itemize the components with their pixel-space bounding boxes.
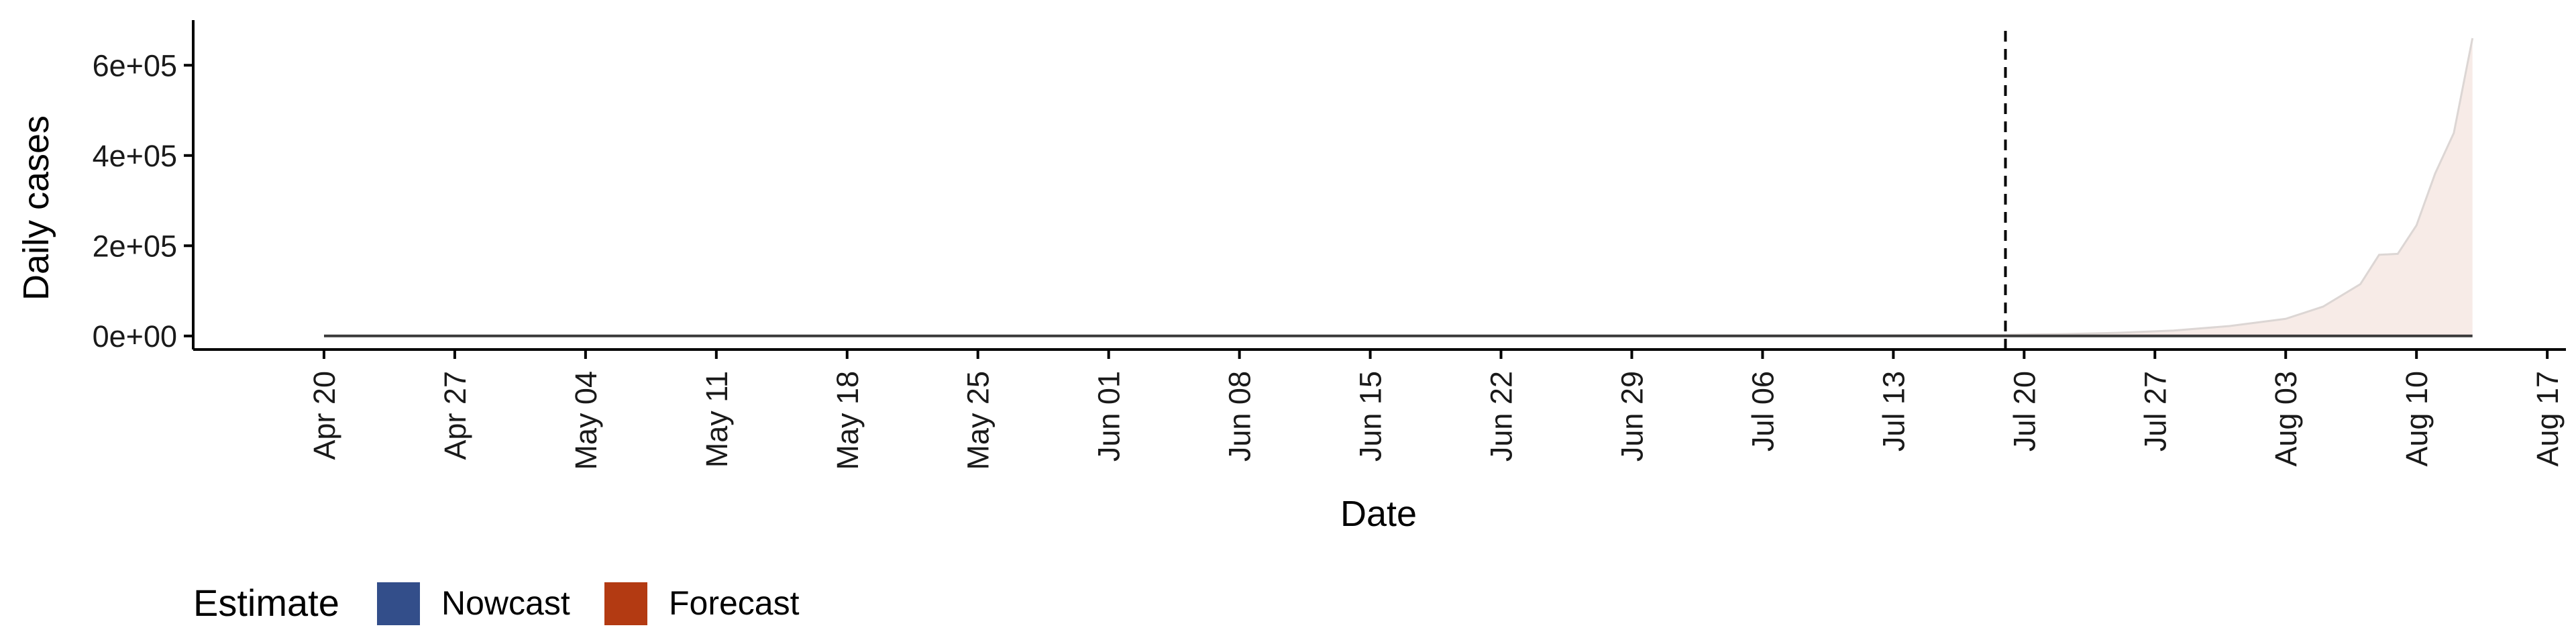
x-tick-label: Jul 06: [1746, 371, 1780, 451]
x-tick-label: Jun 15: [1354, 371, 1388, 462]
legend-title: Estimate: [193, 582, 339, 624]
ribbon-layer: [324, 38, 2474, 337]
x-tick-label: May 25: [961, 371, 996, 470]
x-tick-label: May 11: [700, 371, 734, 468]
forecast-ribbon: [2005, 38, 2473, 336]
x-tick-label: Aug 10: [2400, 371, 2434, 467]
forecast-upper-edge: [2005, 38, 2474, 336]
x-tick-label: Aug 03: [2269, 371, 2303, 467]
x-tick-label: May 04: [569, 371, 603, 470]
x-tick-label: Apr 20: [307, 371, 341, 460]
y-tick-label: 6e+05: [93, 48, 177, 83]
x-tick-label: Jun 22: [1485, 371, 1519, 462]
x-axis-ticks: Apr 20 Apr 27 May 04 May 11 May 18 May 25 Jun …: [307, 350, 2565, 470]
x-tick-label: Jun 01: [1092, 371, 1126, 462]
y-tick-label: 2e+05: [93, 229, 177, 263]
x-tick-label: Jul 13: [1876, 371, 1911, 451]
legend-swatch-nowcast: [377, 582, 420, 625]
x-tick-label: Jun 08: [1223, 371, 1257, 462]
x-tick-label: May 18: [830, 371, 865, 470]
x-tick-label: Jul 20: [2007, 371, 2041, 451]
x-tick-label: Jun 29: [1615, 371, 1649, 462]
x-tick-label: Jul 27: [2138, 371, 2172, 451]
legend: Estimate Nowcast Forecast: [193, 582, 800, 625]
y-axis-ticks: 0e+00 2e+05 4e+05 6e+05: [93, 48, 193, 354]
legend-swatch-forecast: [604, 582, 647, 625]
x-tick-label: Apr 27: [438, 371, 472, 460]
y-tick-label: 0e+00: [93, 319, 177, 354]
x-tick-label: Aug 17: [2530, 371, 2565, 467]
legend-label-forecast: Forecast: [669, 584, 800, 622]
x-axis-title: Date: [1340, 494, 1417, 534]
y-tick-label: 4e+05: [93, 139, 177, 173]
legend-label-nowcast: Nowcast: [441, 584, 570, 622]
y-axis-title: Daily cases: [16, 115, 56, 301]
